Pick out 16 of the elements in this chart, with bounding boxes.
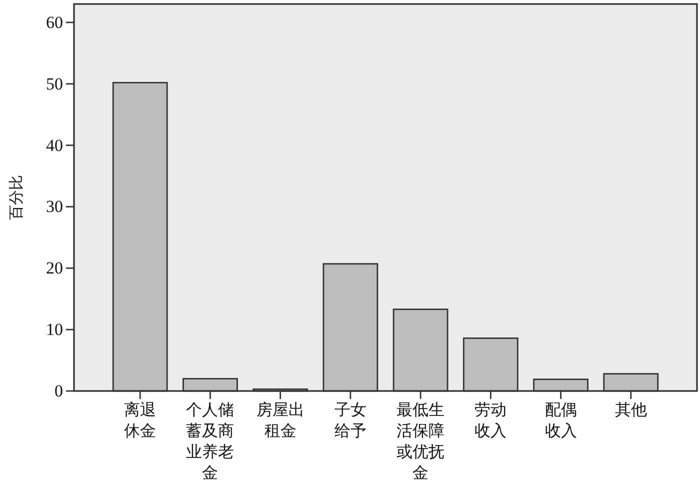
y-tick-label: 30	[46, 197, 63, 216]
x-tick-label: 个人储蓄及商业养老金	[186, 401, 234, 482]
x-tick-label: 其他	[614, 401, 647, 419]
y-tick-label: 10	[46, 320, 63, 340]
x-tick-label: 劳动收入	[474, 401, 507, 440]
x-tick-label: 最低生活保障或优抚金	[396, 401, 445, 482]
x-tick-label: 房屋出租金	[256, 401, 304, 440]
y-tick-label: 60	[46, 12, 63, 32]
y-tick-label: 20	[46, 258, 63, 278]
x-tick-label: 配偶收入	[544, 402, 577, 440]
y-tick-label: 40	[46, 136, 63, 155]
y-tick-label: 0	[54, 382, 63, 400]
x-tick-label: 子女给予	[334, 402, 366, 440]
x-tick-label: 离退休金	[124, 401, 156, 440]
y-tick-label: 50	[46, 74, 63, 94]
y-axis-title: 百分比	[8, 175, 25, 220]
